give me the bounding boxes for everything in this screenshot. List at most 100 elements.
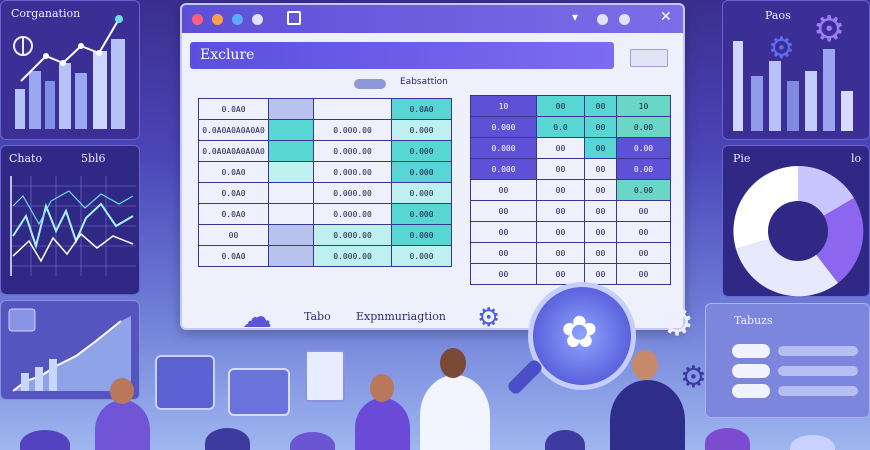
gear-icon: ⚙	[660, 300, 695, 344]
table-cell[interactable]: 0.0A0	[198, 182, 269, 204]
table-row: 00 0.000.00 0.000	[198, 224, 452, 246]
table-cell[interactable]: 0.0A0A0A0A0A0	[198, 119, 269, 141]
table-cell[interactable]	[268, 245, 314, 267]
panel-title: Paos	[765, 9, 791, 22]
table-cell[interactable]: 00	[584, 263, 617, 285]
table-cell[interactable]: 0.000	[470, 116, 537, 138]
table-cell[interactable]	[268, 224, 314, 246]
table-cell[interactable]: 0.000.00	[313, 119, 392, 141]
table-row: 0.0A0 0.0A0	[198, 98, 452, 120]
table-cell[interactable]: 00	[584, 179, 617, 201]
table-cell[interactable]: 0.00	[616, 179, 671, 201]
gear-icon: ⚙	[813, 9, 846, 50]
table-cell[interactable]: 00	[616, 263, 671, 285]
close-dot[interactable]	[192, 14, 203, 25]
table-cell[interactable]: 0.000	[391, 245, 452, 267]
table-cell[interactable]: 00	[536, 179, 585, 201]
table-cell[interactable]: 0.000.00	[313, 140, 392, 162]
table-cell[interactable]: 00	[584, 95, 617, 117]
device-icon	[155, 355, 215, 410]
table-cell[interactable]: 00	[470, 263, 537, 285]
table-cell[interactable]: 00	[536, 200, 585, 222]
extra-dot[interactable]	[252, 14, 263, 25]
table-cell[interactable]: 00	[536, 95, 585, 117]
toggle-pill[interactable]	[732, 364, 770, 378]
table-cell[interactable]: 0.000.00	[313, 245, 392, 267]
table-cell[interactable]: 00	[616, 221, 671, 243]
table-cell[interactable]: 00	[584, 158, 617, 180]
table-cell[interactable]: 0.000	[470, 137, 537, 159]
person	[545, 430, 585, 450]
window-dot[interactable]	[597, 14, 608, 25]
table-cell[interactable]: 0.000	[391, 140, 452, 162]
toolbar-button[interactable]	[630, 49, 668, 67]
table-cell[interactable]: 00	[536, 137, 585, 159]
dropdown-icon[interactable]: ▾	[572, 10, 579, 24]
table-cell[interactable]: 0.0	[536, 116, 585, 138]
table-cell[interactable]: 0.000	[391, 119, 452, 141]
table-cell[interactable]: 00	[470, 221, 537, 243]
table-cell[interactable]: 0.0A0A0A0A0A0	[198, 140, 269, 162]
toggle-pill[interactable]	[732, 344, 770, 358]
table-cell[interactable]: 0.000.00	[313, 203, 392, 225]
table-cell[interactable]: 0.0A0	[198, 245, 269, 267]
table-cell[interactable]: 00	[536, 158, 585, 180]
table-cell[interactable]: 0.00	[616, 137, 671, 159]
table-cell[interactable]: 00	[584, 137, 617, 159]
data-table-left: 0.0A0 0.0A0 0.0A0A0A0A0A0 0.000.00 0.000 0.0A…	[198, 98, 452, 267]
table-cell[interactable]: 10	[470, 95, 537, 117]
table-row: 00 00 00 0.00	[470, 179, 671, 201]
table-cell[interactable]: 00	[584, 242, 617, 264]
table-cell[interactable]: 00	[616, 200, 671, 222]
table-cell[interactable]: 0.000.00	[313, 182, 392, 204]
table-cell[interactable]: 00	[470, 179, 537, 201]
table-cell[interactable]	[268, 161, 314, 183]
table-cell[interactable]: 0.000	[391, 203, 452, 225]
table-cell[interactable]: 00	[536, 242, 585, 264]
table-cell[interactable]	[268, 98, 314, 120]
table-cell[interactable]	[268, 203, 314, 225]
table-row: 0.0A0 0.000.00 0.000	[198, 161, 452, 183]
table-cell[interactable]: 00	[536, 221, 585, 243]
table-cell[interactable]: 0.0A0	[198, 203, 269, 225]
table-cell[interactable]	[268, 140, 314, 162]
table-row: 0.0A0 0.000.00 0.000	[198, 182, 452, 204]
close-icon[interactable]: ✕	[660, 9, 672, 25]
table-cell[interactable]: 0.000	[391, 161, 452, 183]
table-cell[interactable]: 0.0A0	[198, 98, 269, 120]
table-cell[interactable]	[313, 98, 392, 120]
table-cell[interactable]: 0.000.00	[313, 161, 392, 183]
panel-value: lo	[851, 152, 862, 165]
donut-chart	[733, 166, 864, 297]
table-row: 00 00 00 00	[470, 263, 671, 285]
table-cell[interactable]: 00	[584, 221, 617, 243]
table-cell[interactable]: 00	[616, 242, 671, 264]
table-cell[interactable]: 00	[536, 263, 585, 285]
table-cell[interactable]: 00	[584, 200, 617, 222]
tabs-panel: Tabuzs	[705, 303, 870, 418]
table-cell[interactable]: 0.000	[470, 158, 537, 180]
table-cell[interactable]: 00	[470, 242, 537, 264]
table-cell[interactable]: 0.0A0	[198, 161, 269, 183]
table-cell[interactable]: 00	[470, 200, 537, 222]
maximize-dot[interactable]	[232, 14, 243, 25]
table-cell[interactable]: 10	[616, 95, 671, 117]
window-dot[interactable]	[619, 14, 630, 25]
table-row: 0.0A0A0A0A0A0 0.000.00 0.000	[198, 119, 452, 141]
table-cell[interactable]: 0.00	[616, 158, 671, 180]
person	[95, 400, 150, 450]
minimize-dot[interactable]	[212, 14, 223, 25]
table-cell[interactable]: 0.000	[391, 224, 452, 246]
table-cell[interactable]	[268, 182, 314, 204]
table-cell[interactable]: 00	[584, 116, 617, 138]
person	[420, 375, 490, 450]
table-cell[interactable]: 0.0A0	[391, 98, 452, 120]
table-cell[interactable]	[268, 119, 314, 141]
table-cell[interactable]: 0.000	[391, 182, 452, 204]
table-cell[interactable]: 0.000.00	[313, 224, 392, 246]
table-cell[interactable]: 0.00	[616, 116, 671, 138]
gear-icon: ✿	[561, 307, 598, 358]
toggle-pill[interactable]	[732, 384, 770, 398]
app-title-bar: Exclure	[190, 42, 614, 69]
table-cell[interactable]: 00	[198, 224, 269, 246]
